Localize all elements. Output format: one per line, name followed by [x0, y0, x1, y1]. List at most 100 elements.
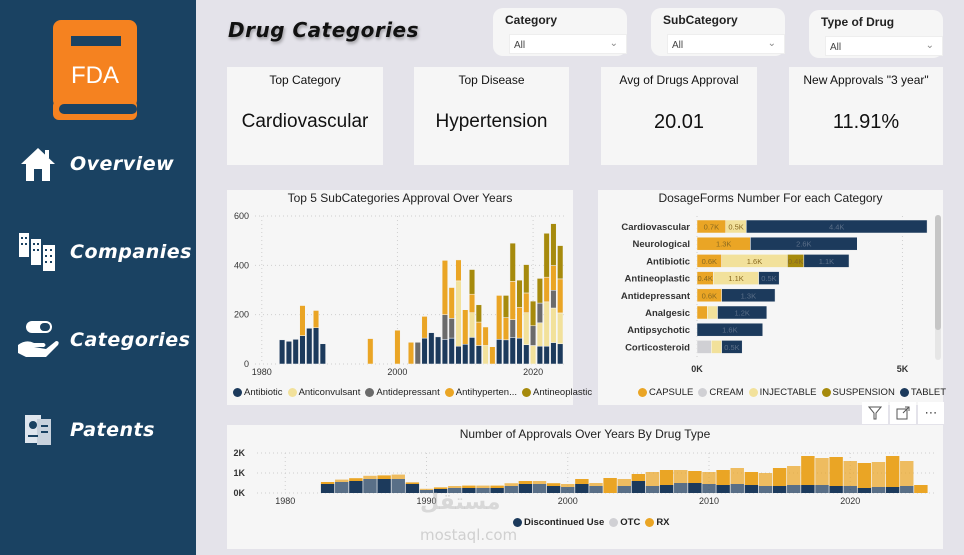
bar-segment: [711, 340, 722, 354]
type-of-drug-dropdown[interactable]: All ⌄: [825, 36, 943, 56]
legend-item[interactable]: CAPSULE: [638, 387, 693, 398]
legend-label: Antidepressant: [376, 387, 440, 398]
card-title: Top Disease: [458, 73, 525, 87]
area-segment: [716, 470, 730, 485]
legend-item[interactable]: SUSPENSION: [821, 387, 895, 398]
bar-segment: [550, 342, 557, 365]
bar-segment: [557, 312, 564, 345]
legend-item[interactable]: Discontinued Use: [513, 517, 604, 528]
category-label: Antidepressant: [621, 291, 691, 302]
slicer-title: Category: [505, 13, 558, 27]
area-segment: [546, 483, 561, 486]
visual-header-tools: ⋯: [862, 402, 946, 424]
filter-icon[interactable]: [862, 402, 888, 424]
category-label: Antibiotic: [646, 256, 690, 267]
bar-segment: [496, 295, 503, 340]
fda-logo: FDA: [53, 20, 137, 120]
legend-marker: [645, 518, 655, 527]
legend-item[interactable]: INJECTABLE: [748, 387, 817, 398]
area-segment: [377, 479, 391, 493]
legend-item[interactable]: Antidepressant: [365, 387, 440, 398]
legend-item[interactable]: RX: [645, 517, 670, 528]
sidebar-item-overview[interactable]: Overview: [16, 142, 174, 186]
slicer-value: All: [514, 40, 526, 51]
area-segment: [504, 486, 518, 493]
bar-segment: [758, 271, 780, 285]
more-options-icon[interactable]: ⋯: [918, 402, 944, 424]
focus-mode-icon[interactable]: [890, 402, 916, 424]
bar-segment: [475, 304, 482, 323]
legend-item[interactable]: Antineoplastic: [522, 387, 592, 398]
kpi-card-top-category: Top Category Cardiovascular: [227, 67, 383, 165]
category-label: Cardiovascular: [621, 222, 690, 233]
area-segment: [787, 466, 801, 485]
legend-label: Anticonvulsant: [298, 387, 361, 398]
scrollbar-thumb[interactable]: [935, 215, 941, 330]
sidebar-item-patents[interactable]: Patents: [16, 408, 155, 452]
area-segment: [377, 475, 391, 479]
home-icon: [16, 142, 60, 186]
bar-segment: [543, 301, 550, 347]
bar-segment: [516, 337, 523, 365]
area-segment: [829, 457, 843, 486]
bar-segment: [721, 340, 743, 354]
bar-segment: [530, 325, 537, 346]
bar-segment: [557, 343, 564, 365]
x-tick-label: 1980: [275, 496, 295, 506]
data-label: 2.6K: [796, 240, 811, 249]
area-segment: [363, 479, 377, 493]
area-segment: [645, 472, 660, 486]
watermark-arabic: مستقل: [420, 490, 501, 515]
legend-item[interactable]: Antihyperten...: [444, 387, 517, 398]
bar-segment: [523, 264, 530, 294]
area-segment: [546, 486, 561, 493]
legend-marker: [638, 388, 647, 397]
area-segment: [518, 484, 533, 493]
area-segment: [561, 487, 575, 493]
area-segment: [772, 486, 787, 493]
area-segment: [815, 485, 829, 493]
legend-item[interactable]: CREAM: [698, 387, 744, 398]
bar-segment: [543, 345, 550, 365]
legend-label: Discontinued Use: [524, 517, 605, 528]
legend-item[interactable]: OTC: [609, 517, 640, 528]
area-segment: [843, 486, 857, 493]
chart-scrollbar[interactable]: [935, 215, 941, 360]
area-segment: [758, 486, 773, 493]
bar-segment: [536, 278, 543, 304]
area-segment: [448, 488, 462, 493]
chart-title: DosageForms Number For each Category: [658, 191, 883, 205]
category-dropdown[interactable]: All ⌄: [509, 34, 627, 54]
bar-segment: [803, 254, 850, 268]
legend-marker: [698, 388, 708, 397]
legend-item[interactable]: Anticonvulsant: [287, 387, 361, 398]
bar-segment: [469, 269, 476, 295]
card-value: 11.91%: [832, 111, 900, 133]
card-title: New Approvals "3 year": [803, 73, 929, 87]
category-label: Analgesic: [645, 308, 690, 319]
sidebar-item-categories[interactable]: Categories: [16, 318, 190, 362]
legend-item[interactable]: TABLET: [899, 387, 946, 398]
bar-segment: [469, 312, 476, 338]
sidebar-item-label: Patents: [70, 419, 155, 441]
data-label: 0.6K: [702, 257, 717, 266]
subcategory-dropdown[interactable]: All ⌄: [667, 34, 785, 54]
area-segment: [674, 483, 688, 493]
area-segment: [532, 484, 547, 493]
bar-segment: [502, 317, 509, 341]
x-tick-label: 0K: [691, 364, 703, 374]
area-segment: [744, 485, 759, 493]
area-segment: [504, 483, 518, 486]
data-label: 1.3K: [741, 291, 756, 300]
area-segment: [688, 471, 702, 483]
legend-item[interactable]: Antibiotic: [233, 387, 283, 398]
area-segment: [490, 485, 504, 488]
bar-segment: [279, 339, 286, 365]
area-segment: [914, 485, 928, 493]
sidebar-item-label: Categories: [70, 329, 191, 351]
data-label: 0.4K: [697, 274, 712, 283]
area-segment: [335, 482, 349, 493]
area-segment: [730, 484, 744, 493]
bar-segment: [550, 223, 557, 266]
sidebar-item-companies[interactable]: Companies: [16, 230, 192, 274]
